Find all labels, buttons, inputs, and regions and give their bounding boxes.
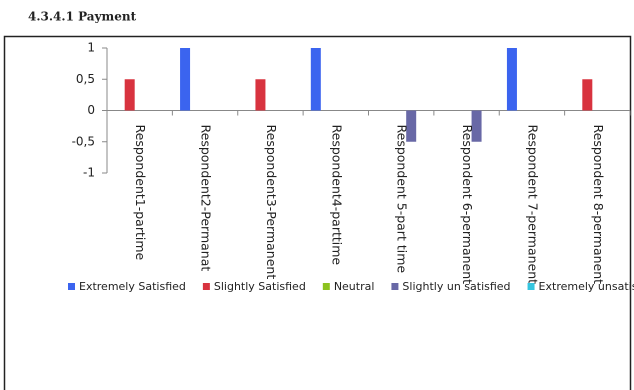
- y-tick-label: 0: [87, 103, 95, 117]
- y-tick-label: 1: [87, 41, 95, 55]
- x-tick-label: Respondent 8-permanent: [591, 125, 606, 285]
- y-tick-label: -1: [83, 166, 95, 180]
- bar: [124, 79, 135, 111]
- x-tick-label: Respondent1-partime: [133, 125, 148, 261]
- x-tick-label: Respondent 7-permanent: [525, 125, 540, 285]
- x-tick-label: Respondent3-Permanent: [264, 125, 279, 280]
- legend-swatch: [322, 283, 330, 290]
- legend-label: Slightly un satisfied: [402, 280, 510, 293]
- bar: [582, 79, 593, 111]
- x-tick-label: Respondent 5-part time: [395, 125, 410, 274]
- legend-swatch: [391, 283, 399, 290]
- legend-label: Extremely Satisfied: [79, 280, 186, 293]
- bar: [310, 48, 321, 111]
- legend-label: Neutral: [334, 280, 375, 293]
- x-tick-label: Respondent 6-permanent: [460, 125, 475, 285]
- y-tick-label: -0,5: [72, 134, 95, 148]
- bar: [406, 110, 417, 142]
- y-tick-label: 0,5: [76, 72, 95, 86]
- legend-swatch: [68, 283, 75, 290]
- x-tick-label: Respondent4-parttime: [329, 125, 344, 266]
- x-tick-label: Respondent2-Permanat: [199, 125, 214, 272]
- section-heading: 4.3.4.1 Payment: [28, 10, 137, 24]
- bar: [471, 110, 482, 142]
- legend-label: Slightly Satisfied: [214, 280, 306, 293]
- bar: [255, 79, 266, 111]
- bar: [180, 48, 191, 111]
- legend-swatch: [527, 283, 535, 290]
- legend-swatch: [202, 283, 210, 290]
- bar: [506, 48, 517, 111]
